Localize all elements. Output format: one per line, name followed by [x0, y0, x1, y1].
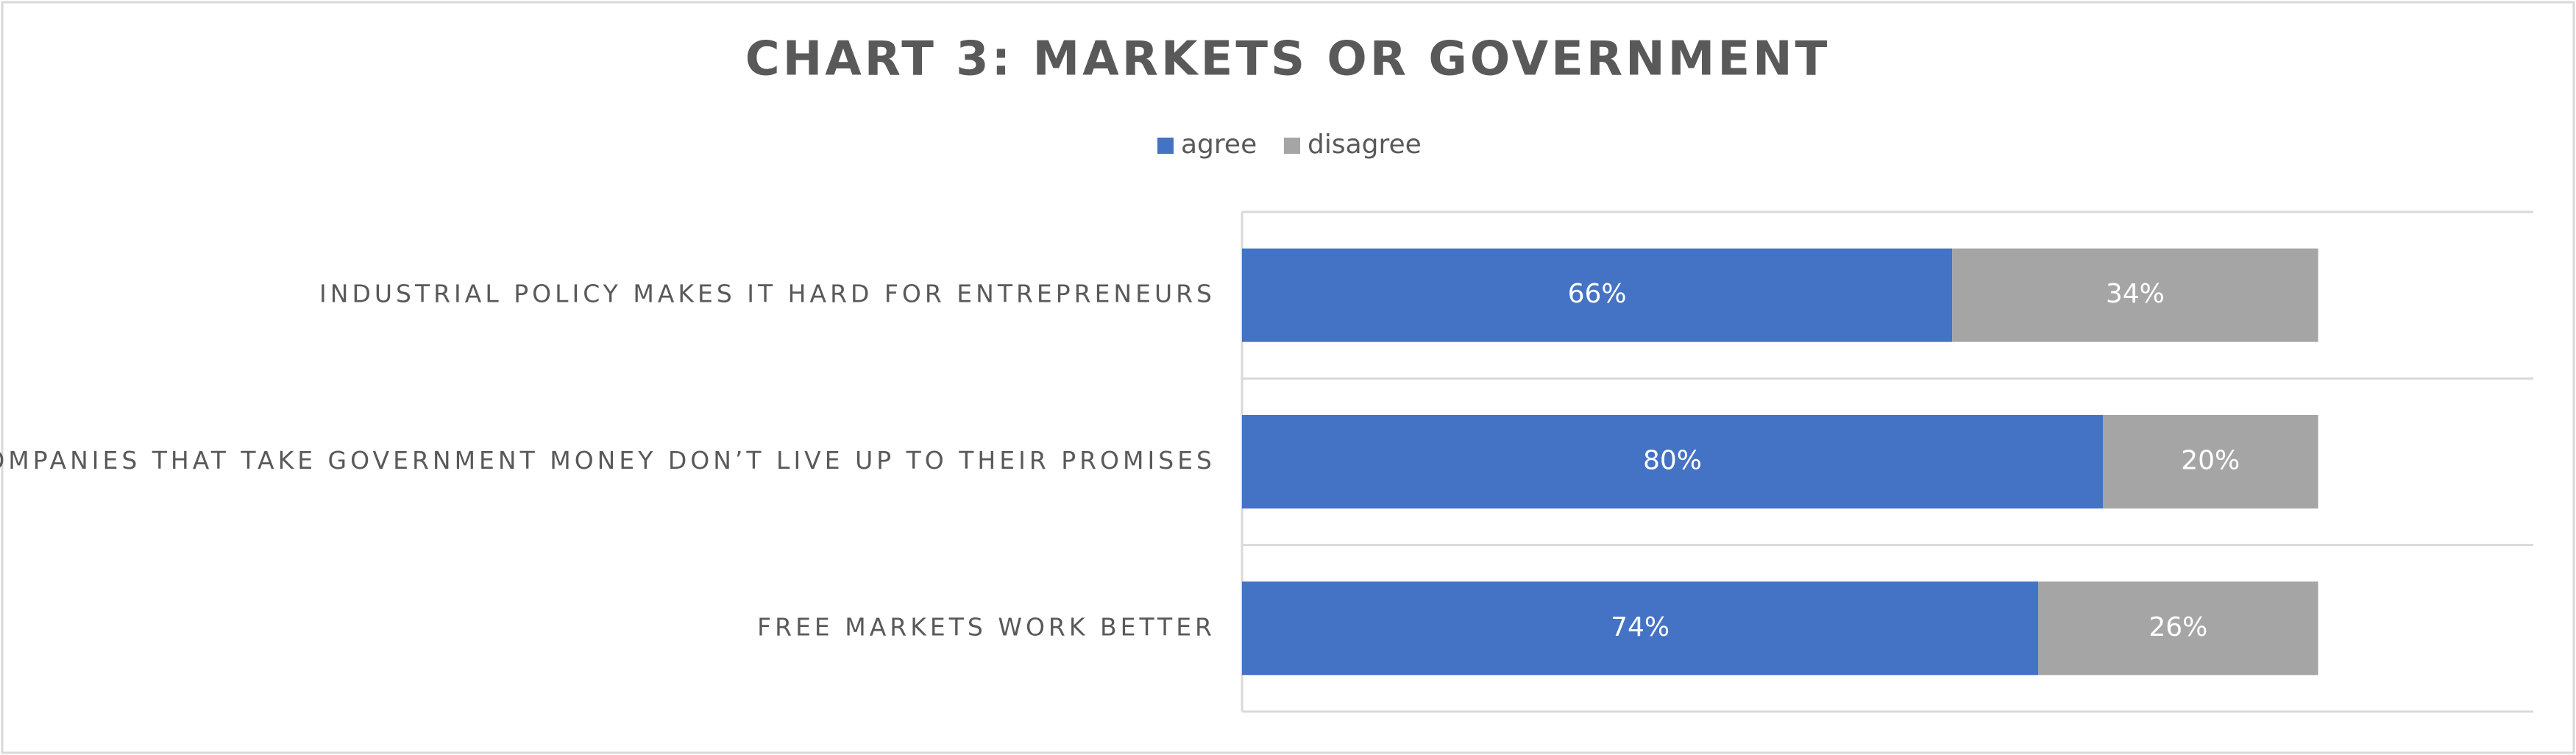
data-label: 34% [2106, 279, 2165, 309]
data-label: 20% [2181, 446, 2240, 476]
data-label: 66% [1568, 279, 1627, 309]
y-tick-label: COMPANIES THAT TAKE GOVERNMENT MONEY DON… [0, 446, 1216, 475]
legend-label: agree [1181, 130, 1257, 160]
bar [1952, 248, 2318, 342]
bar [2038, 581, 2318, 676]
y-tick-label: INDUSTRIAL POLICY MAKES IT HARD FOR ENTR… [319, 280, 1216, 308]
data-label: 26% [2149, 612, 2207, 642]
bar [1242, 581, 2039, 676]
bar [1242, 248, 1953, 342]
y-tick-label: FREE MARKETS WORK BETTER [757, 612, 1216, 641]
chart-title: CHART 3: MARKETS OR GOVERNMENT [745, 32, 1831, 87]
bar [1242, 415, 2103, 508]
data-label: 80% [1643, 446, 1702, 476]
bar [2103, 415, 2318, 508]
legend-swatch [1284, 138, 1300, 154]
data-label: 74% [1611, 612, 1670, 642]
legend-label: disagree [1307, 130, 1422, 160]
legend-swatch [1157, 138, 1174, 154]
